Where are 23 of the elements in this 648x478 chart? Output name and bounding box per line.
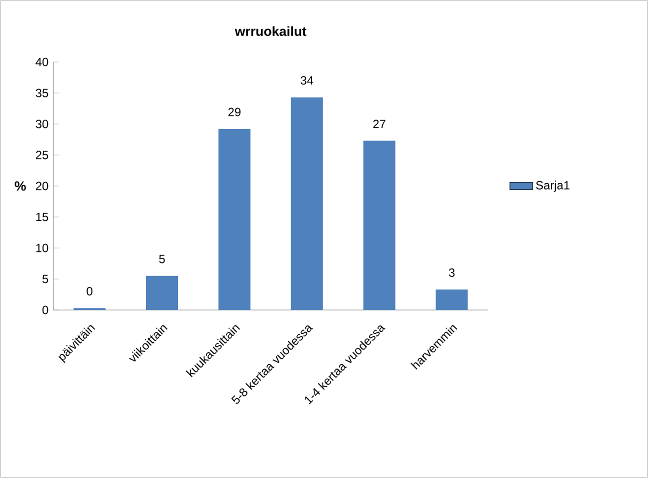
- bar: [290, 97, 323, 310]
- bar: [363, 140, 396, 310]
- data-label: 34: [300, 76, 314, 85]
- y-tick-label: 0: [42, 306, 48, 314]
- y-tick-label: 5: [42, 274, 48, 284]
- y-axis-title: %: [14, 181, 26, 191]
- legend-label: Sarja1: [536, 180, 570, 192]
- y-tick-label: 20: [36, 182, 48, 190]
- data-label: 5: [159, 254, 165, 264]
- y-tick-label: 40: [36, 58, 48, 66]
- bar: [146, 276, 178, 310]
- chart-title: wrruokailut: [234, 26, 306, 36]
- y-tick-label: 15: [36, 212, 48, 222]
- y-tick-label: 35: [36, 88, 48, 98]
- y-tick-label: 25: [36, 150, 48, 160]
- y-tick-label: 30: [36, 120, 48, 128]
- data-label: 29: [228, 108, 241, 116]
- data-label: 0: [86, 286, 92, 296]
- data-label: 27: [373, 120, 386, 128]
- bar: [436, 290, 468, 310]
- bar: [218, 128, 250, 310]
- y-tick-label: 10: [36, 244, 48, 252]
- data-label: 3: [448, 268, 455, 277]
